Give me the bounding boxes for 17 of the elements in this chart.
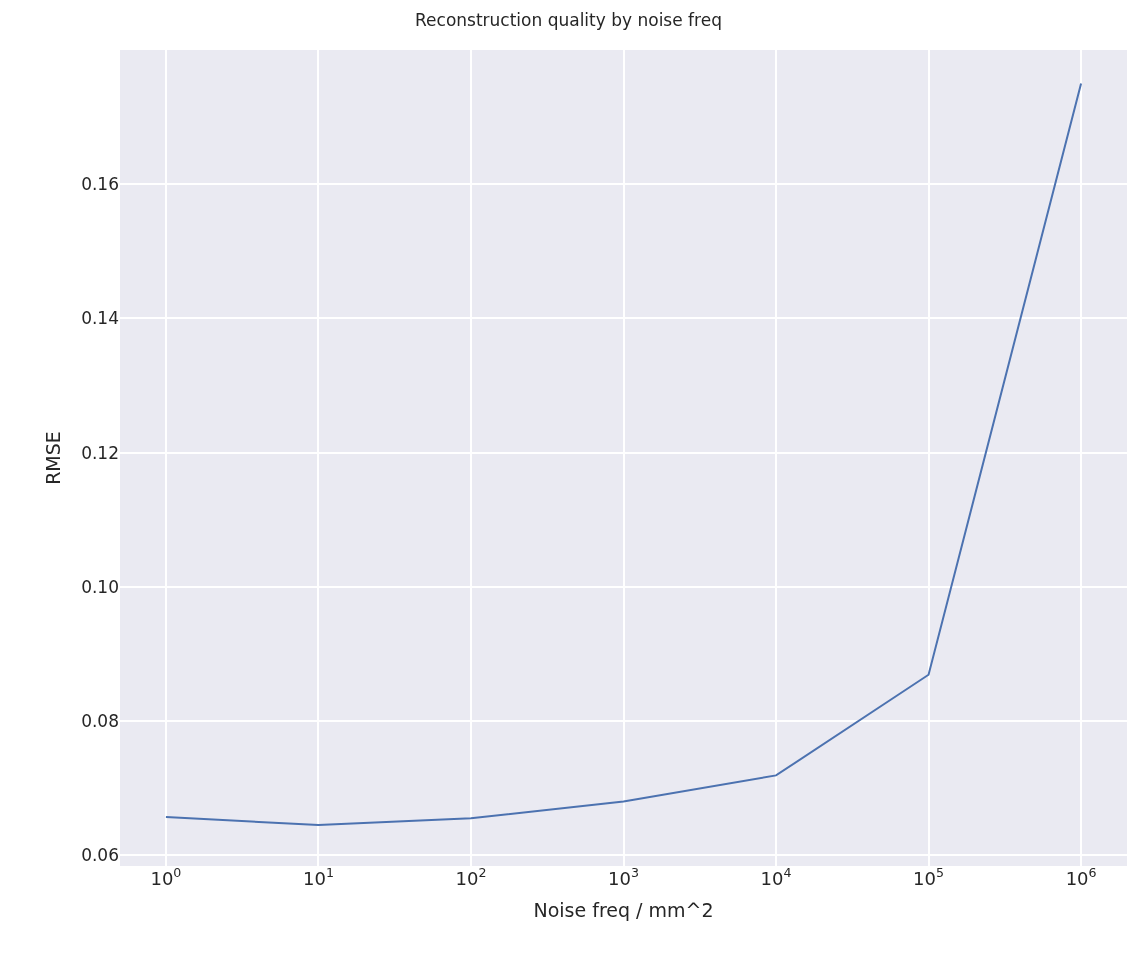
x-tick-label: 10$^{2}$ [455, 865, 487, 889]
x-tick-label: 10$^{1}$ [302, 865, 334, 889]
y-tick-label: 0.10 [81, 576, 119, 597]
y-tick-label: 0.14 [81, 308, 119, 329]
y-tick-label: 0.06 [81, 845, 119, 866]
line-series [164, 82, 1083, 827]
chart-title: Reconstruction quality by noise freq [415, 10, 722, 31]
x-tick-label: 10$^{3}$ [608, 865, 639, 889]
y-axis-title: RMSE [41, 431, 64, 485]
y-tick-label: 0.08 [81, 711, 119, 731]
y-tick-label: 0.16 [81, 174, 119, 195]
x-tick-label: 10$^{4}$ [760, 865, 792, 889]
x-tick-label: 10$^{0}$ [150, 865, 182, 889]
x-axis-title: Noise freq / mm^2 [533, 898, 714, 921]
x-tick-label: 10$^{6}$ [1065, 865, 1097, 889]
x-tick-label: 10$^{5}$ [913, 865, 945, 889]
y-tick-label: 0.12 [81, 442, 119, 463]
